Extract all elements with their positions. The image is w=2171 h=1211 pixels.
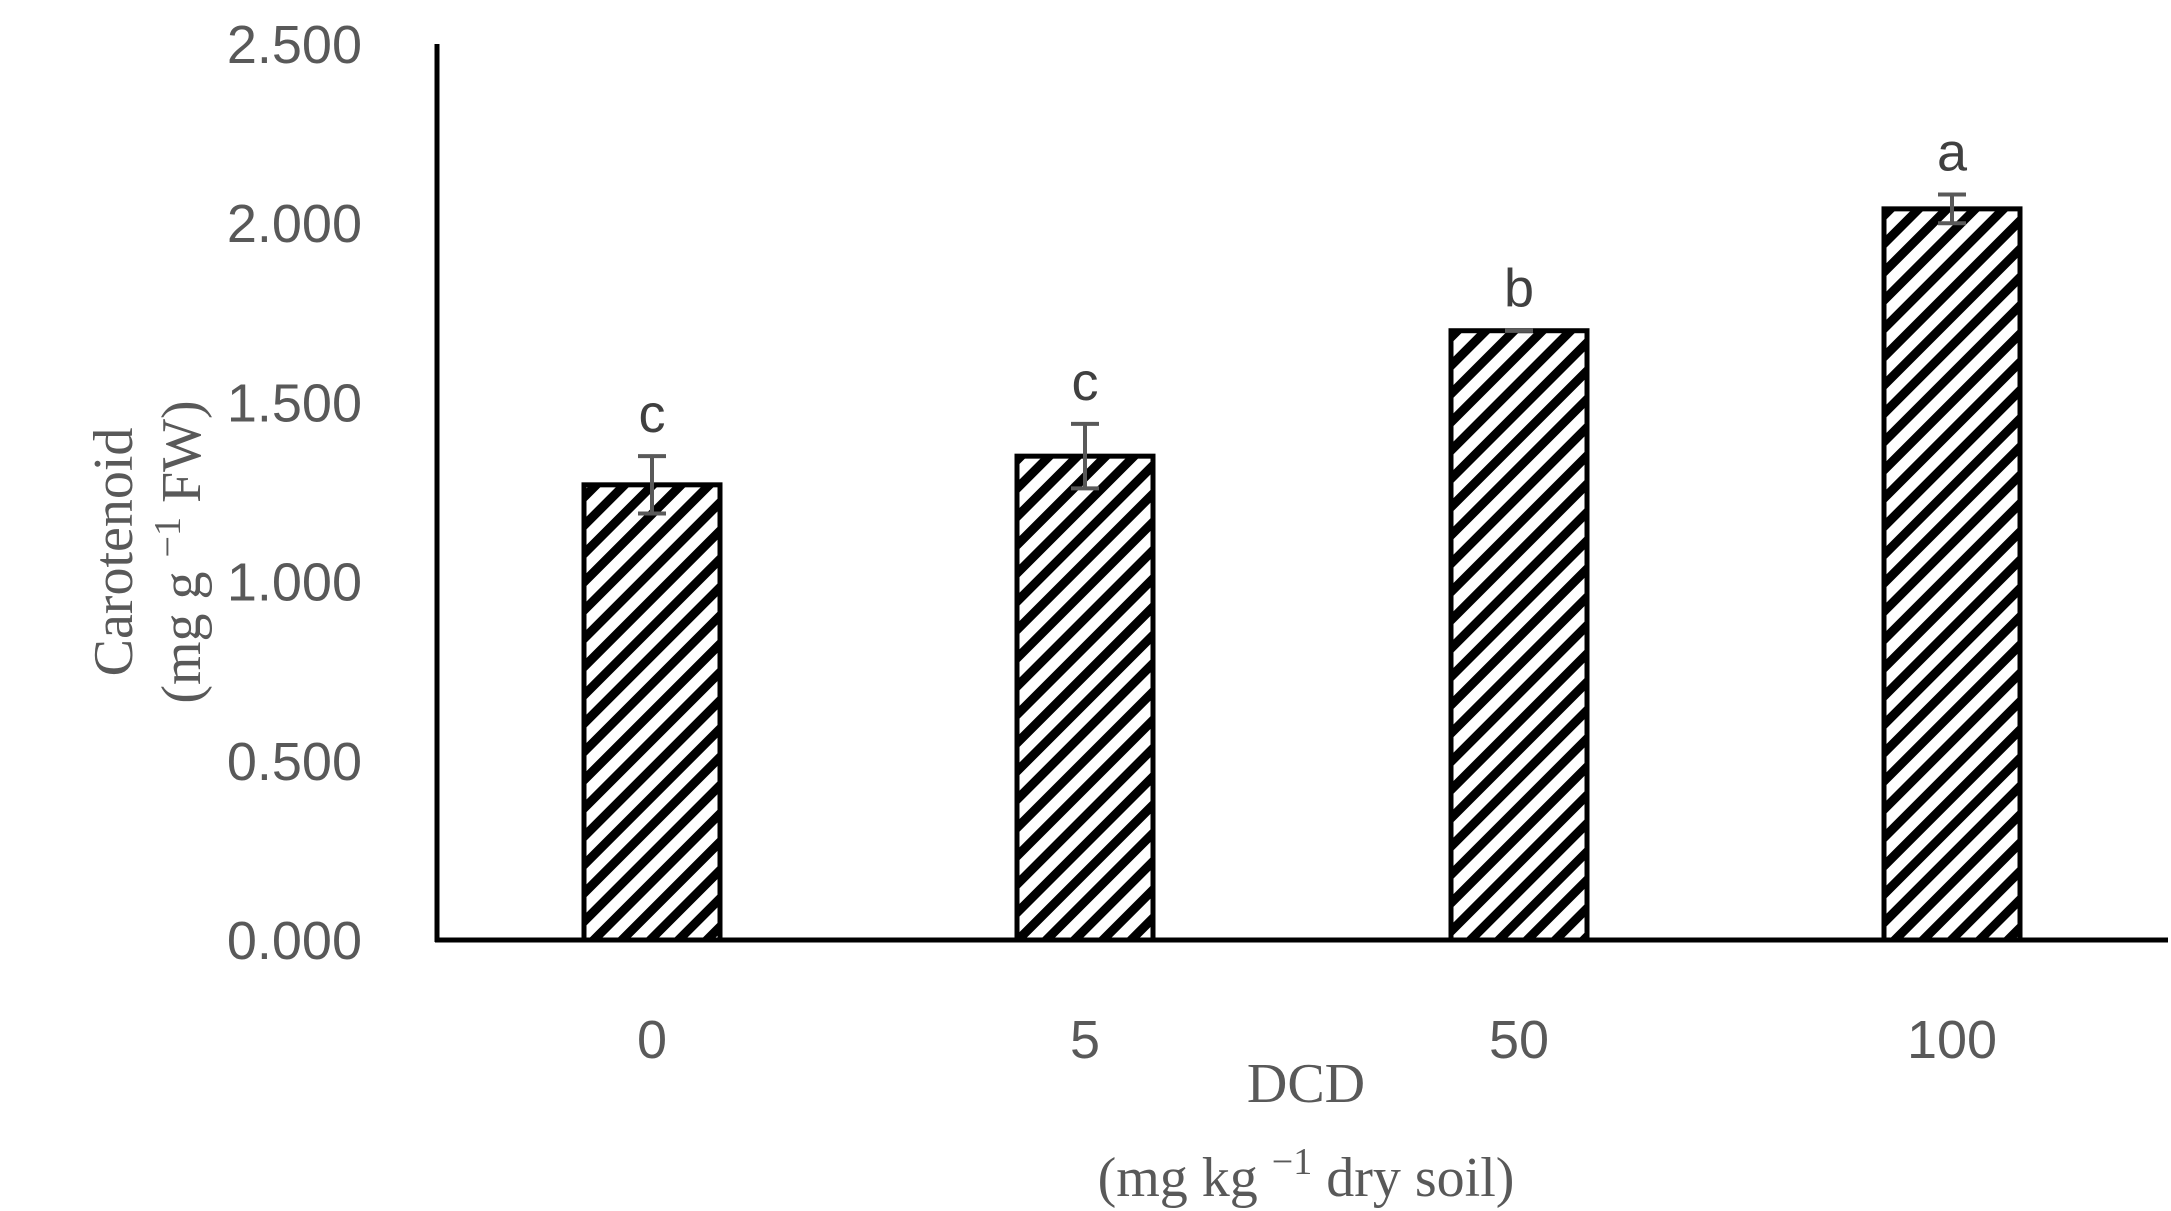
- bar: [1448, 328, 1590, 943]
- y-axis-title-line2: (mg g −1 FW): [147, 400, 213, 703]
- x-axis-category-labels: 0 5 50 100: [637, 1010, 1997, 1070]
- y-axis-title-line1: Carotenoid: [83, 428, 145, 677]
- y-tick-label: 1.000: [227, 553, 362, 613]
- bars: [581, 206, 2023, 943]
- error-bar: [1938, 192, 1966, 226]
- bar: [581, 482, 723, 943]
- significance-label: a: [1937, 123, 1968, 183]
- x-axis-title-line1: DCD: [1247, 1053, 1365, 1115]
- y-tick-label: 1.500: [227, 373, 362, 433]
- error-bar: [1071, 421, 1099, 491]
- y-tick-label: 0.500: [227, 732, 362, 792]
- error-bar: [638, 454, 666, 516]
- bar: [1014, 453, 1156, 943]
- y-tick-label: 2.500: [227, 15, 362, 75]
- x-tick-label: 100: [1907, 1010, 1997, 1070]
- x-tick-label: 5: [1070, 1010, 1100, 1070]
- significance-label: b: [1504, 259, 1534, 319]
- bar: [1881, 206, 2023, 943]
- significance-labels: c c b a: [639, 123, 1968, 445]
- significance-label: c: [1072, 352, 1099, 412]
- error-bars: [638, 192, 1966, 516]
- y-axis-tick-labels: 0.000 0.500 1.000 1.500 2.000 2.500: [227, 15, 362, 971]
- y-axis-title: Carotenoid (mg g −1 FW): [83, 400, 213, 703]
- x-axis-title-line2: (mg kg −1 dry soil): [1098, 1141, 1515, 1209]
- significance-label: c: [639, 384, 666, 444]
- y-tick-label: 0.000: [227, 911, 362, 971]
- y-tick-label: 2.000: [227, 194, 362, 254]
- x-tick-label: 50: [1489, 1010, 1549, 1070]
- x-tick-label: 0: [637, 1010, 667, 1070]
